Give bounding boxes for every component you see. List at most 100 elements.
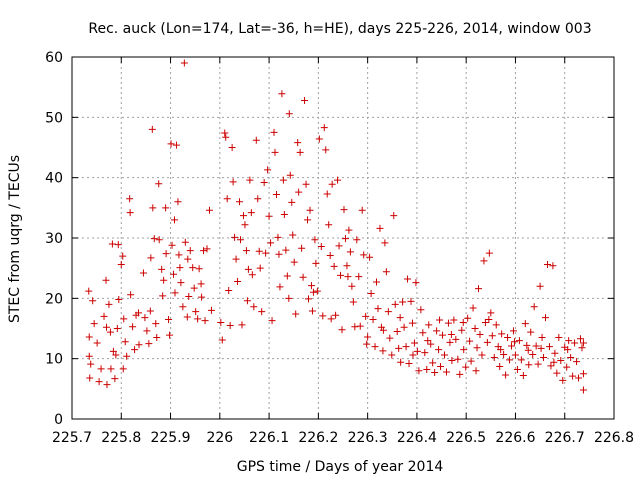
data-point (159, 292, 167, 300)
data-point (551, 349, 559, 357)
data-point (553, 369, 561, 377)
data-point (270, 128, 278, 136)
data-point (175, 251, 183, 259)
data-point (301, 96, 309, 104)
data-point (481, 318, 489, 326)
data-point (504, 334, 512, 342)
data-point (536, 282, 544, 290)
data-point (86, 374, 94, 382)
data-point (254, 195, 262, 203)
data-point (519, 372, 527, 380)
data-point (167, 140, 175, 148)
x-tick-label: 226.5 (446, 430, 486, 446)
data-point (400, 323, 408, 331)
data-point (119, 365, 127, 373)
data-point (265, 212, 273, 220)
data-point (360, 251, 368, 259)
data-point (304, 216, 312, 224)
data-point (485, 315, 493, 323)
y-tick-label: 40 (45, 171, 63, 187)
data-point (563, 363, 571, 371)
data-point (97, 365, 105, 373)
data-point (579, 370, 587, 378)
data-point (328, 180, 336, 188)
data-point (207, 306, 215, 314)
data-point (417, 306, 425, 314)
data-point (135, 341, 143, 349)
data-point (473, 344, 481, 352)
data-point (165, 315, 173, 323)
data-point (232, 255, 240, 263)
data-point (203, 245, 211, 253)
data-point (239, 212, 247, 220)
data-point (299, 273, 307, 281)
data-point (115, 296, 123, 304)
data-point (117, 261, 125, 269)
data-point (534, 360, 542, 368)
data-point (506, 356, 514, 364)
data-point (376, 224, 384, 232)
data-point (510, 338, 518, 346)
x-tick-label: 226.3 (348, 430, 388, 446)
data-point (502, 371, 510, 379)
data-point (524, 346, 532, 354)
y-tick-label: 0 (54, 412, 63, 428)
data-point (241, 221, 249, 229)
data-point (217, 318, 225, 326)
data-point (109, 347, 117, 355)
data-point (379, 326, 387, 334)
data-point (362, 312, 370, 320)
data-point (471, 325, 479, 332)
data-point (286, 171, 294, 179)
data-point (405, 359, 413, 367)
data-point (272, 191, 280, 199)
data-point (346, 248, 354, 256)
data-point (508, 342, 516, 350)
y-tick-label: 60 (45, 50, 63, 66)
data-point (569, 372, 577, 380)
data-point (334, 176, 342, 184)
y-tick-label: 30 (45, 231, 63, 247)
data-point (271, 148, 279, 156)
data-point (458, 326, 466, 334)
data-point (296, 148, 304, 156)
data-point (180, 59, 188, 67)
data-point (181, 238, 189, 246)
data-point (397, 358, 405, 366)
data-point (439, 331, 447, 339)
data-point (120, 315, 128, 323)
data-point (527, 328, 535, 336)
data-point (105, 300, 113, 308)
data-point (158, 265, 166, 273)
data-point (147, 254, 155, 262)
data-point (567, 353, 575, 361)
data-point (476, 331, 484, 339)
data-point (529, 350, 537, 358)
data-point (298, 244, 306, 252)
data-point (345, 226, 353, 234)
data-point (436, 316, 444, 324)
data-point (171, 289, 179, 297)
y-tick-label: 10 (45, 352, 63, 368)
data-point (435, 346, 443, 354)
data-point (189, 264, 197, 272)
data-point (292, 310, 300, 318)
data-point (278, 90, 286, 98)
data-point (132, 311, 140, 319)
data-point (480, 257, 488, 265)
data-point (309, 288, 317, 296)
data-point (450, 316, 458, 324)
data-point (388, 351, 396, 359)
data-point (198, 293, 206, 301)
data-point (517, 356, 525, 364)
data-point (242, 247, 250, 255)
data-point (513, 366, 521, 374)
data-point (410, 339, 418, 347)
data-point (355, 273, 363, 281)
data-point (540, 353, 548, 361)
data-point (497, 346, 505, 354)
data-point (475, 285, 482, 293)
axis-ticks: 225.7 225.8 225.9 226 226.1 226.2 226.3 226.4 22… (45, 50, 634, 446)
data-point (421, 349, 429, 357)
